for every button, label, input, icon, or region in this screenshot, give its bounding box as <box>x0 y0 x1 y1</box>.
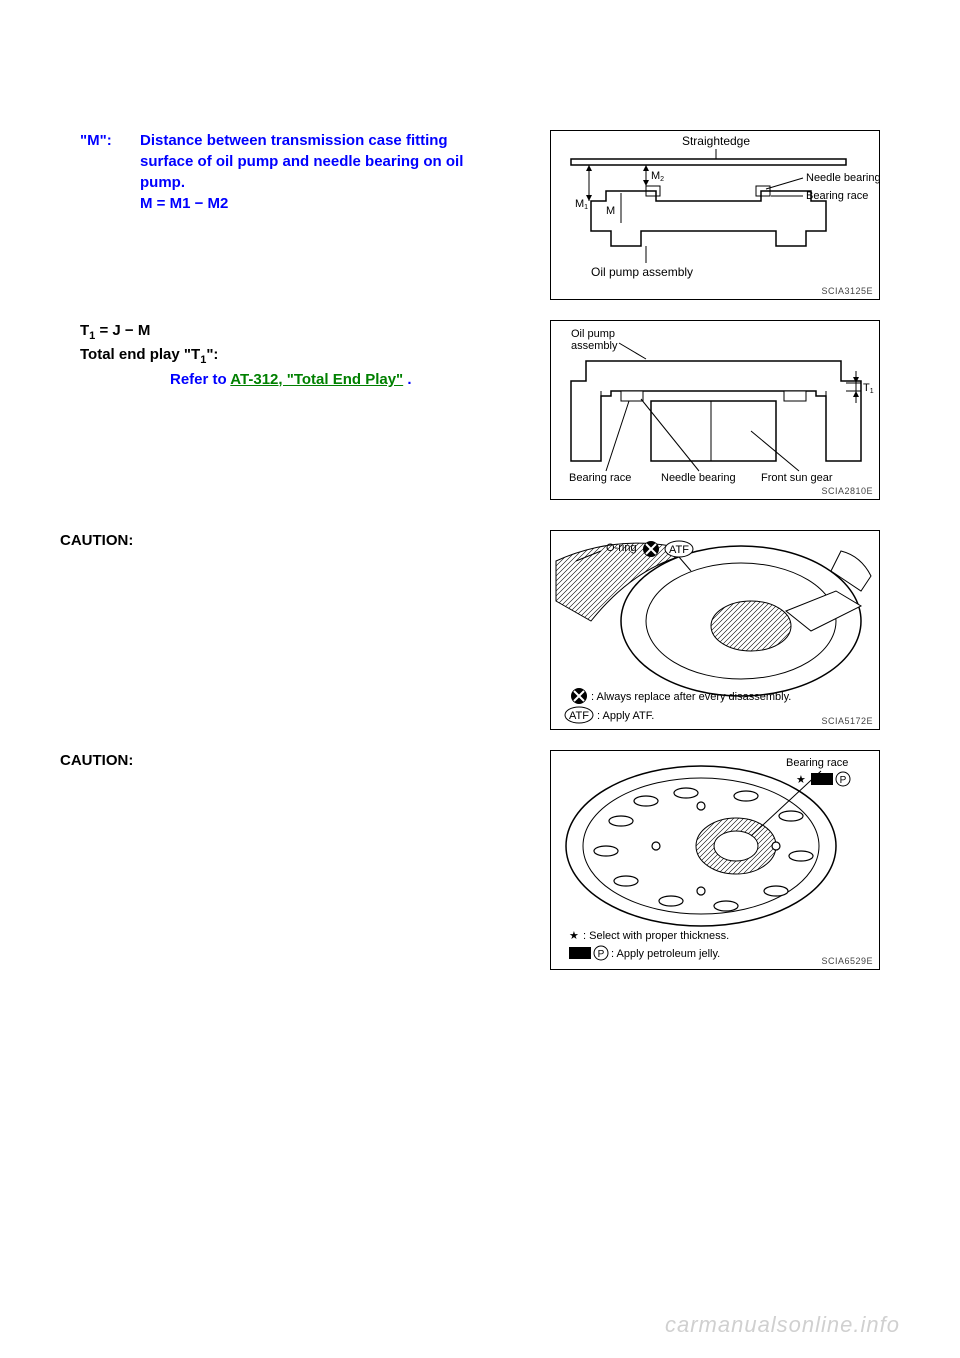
m-label: "M": <box>80 130 140 214</box>
t-formula: T1 = J − M <box>60 320 530 344</box>
fig3-code: SCIA5172E <box>821 716 873 726</box>
fig4-p1: P <box>840 775 847 786</box>
figure-4: Bearing race ★ P ★ : Select with proper … <box>550 750 880 970</box>
text-block-4: CAUTION: <box>60 750 550 771</box>
fig1-straightedge: Straightedge <box>682 134 750 148</box>
row-2: T1 = J − M Total end play "T1": Refer to… <box>60 320 900 500</box>
m-desc-line1: Distance between transmission case fitti… <box>140 132 448 149</box>
figure-1: Straightedge Needle bearing Bearing race <box>550 130 880 300</box>
fig1-m2: M2 <box>651 170 664 183</box>
fig1-oil-pump: Oil pump assembly <box>591 265 693 279</box>
fig2-oilpump2: assembly <box>571 340 618 352</box>
fig4-note-select: : Select with proper thickness. <box>583 930 729 942</box>
fig2-t1: T1 <box>863 382 874 395</box>
fig3-note-replace: : Always replace after every disassembly… <box>591 691 791 703</box>
text-block-3: CAUTION: <box>60 530 550 551</box>
fig3-note-atf: : Apply ATF. <box>597 710 654 722</box>
fig2-oilpump1: Oil pump <box>571 328 615 340</box>
row-1: "M": Distance between transmission case … <box>60 130 900 300</box>
fig1-bearing-race: Bearing race <box>806 190 868 202</box>
m-desc: Distance between transmission case fitti… <box>140 130 530 214</box>
fig4-p2: P <box>598 949 605 960</box>
m-desc-line3: pump. <box>140 174 185 191</box>
fig4-code: SCIA6529E <box>821 956 873 966</box>
t-refer-suffix: . <box>403 371 411 388</box>
m-desc-line2: surface of oil pump and needle bearing o… <box>140 153 463 170</box>
figure-2: Oil pump assembly <box>550 320 880 500</box>
caution-2: CAUTION: <box>60 750 530 771</box>
figure-2-col: Oil pump assembly <box>550 320 880 500</box>
fig1-m1: M1 <box>575 198 588 211</box>
fig2-code: SCIA2810E <box>821 486 873 496</box>
fig4-star2: ★ <box>569 930 579 942</box>
t-refer: Refer to AT-312, "Total End Play" . <box>60 369 530 390</box>
fig3-atf-icon2: ATF <box>569 710 589 722</box>
m-formula: M = M1 − M2 <box>140 195 228 212</box>
fig1-m: M <box>606 205 615 217</box>
row-4: CAUTION: <box>60 750 900 970</box>
fig2-front-sun: Front sun gear <box>761 472 833 484</box>
fig1-code: SCIA3125E <box>821 286 873 296</box>
t-refer-link[interactable]: AT-312, "Total End Play" <box>230 371 403 388</box>
t-label: Total end play "T1": <box>60 344 530 368</box>
text-block-2: T1 = J − M Total end play "T1": Refer to… <box>60 320 550 390</box>
fig1-needle-bearing: Needle bearing <box>806 172 879 184</box>
t-refer-prefix: Refer to <box>170 371 230 388</box>
fig2-needle-bearing: Needle bearing <box>661 472 736 484</box>
row-3: CAUTION: <box>60 530 900 730</box>
figure-4-col: Bearing race ★ P ★ : Select with proper … <box>550 750 880 970</box>
caution-1: CAUTION: <box>60 530 530 551</box>
figure-3-col: O-ring ATF : Always replace after every … <box>550 530 880 730</box>
fig4-bearing-race: Bearing race <box>786 757 848 769</box>
figure-3: O-ring ATF : Always replace after every … <box>550 530 880 730</box>
fig3-atf-icon: ATF <box>669 544 689 556</box>
watermark: carmanualsonline.info <box>665 1312 900 1338</box>
page-container: "M": Distance between transmission case … <box>0 0 960 1358</box>
fig2-bearing-race: Bearing race <box>569 472 631 484</box>
fig4-note-jelly: : Apply petroleum jelly. <box>611 948 720 960</box>
fig4-star: ★ <box>796 774 806 786</box>
figure-1-col: Straightedge Needle bearing Bearing race <box>550 130 880 300</box>
text-block-1: "M": Distance between transmission case … <box>60 130 550 220</box>
fig3-oring: O-ring <box>606 542 637 554</box>
